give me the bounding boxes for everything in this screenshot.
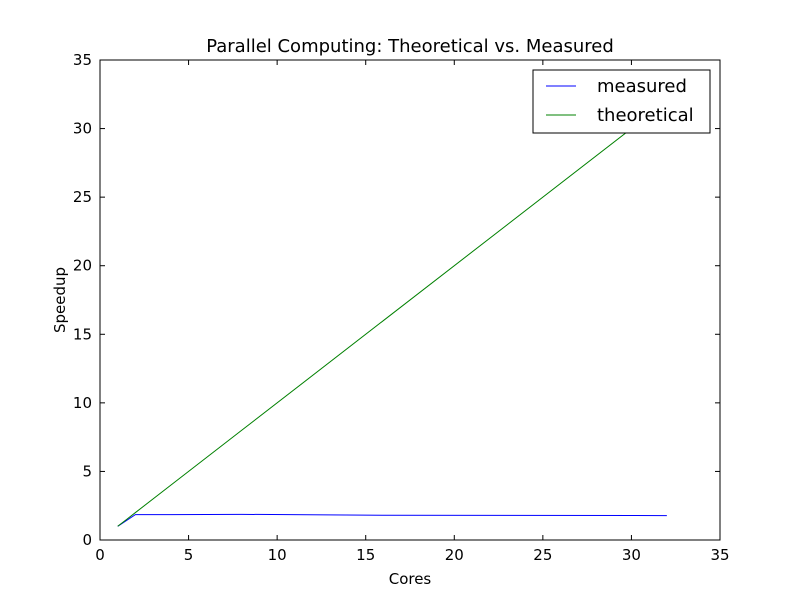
y-tick-label: 5 [82,462,92,480]
x-tick-label: 5 [184,546,194,564]
x-tick-label: 15 [356,546,375,564]
y-axis-label: Speedup [51,267,69,333]
y-tick-label: 25 [73,188,92,206]
chart-title: Parallel Computing: Theoretical vs. Meas… [206,36,614,57]
legend-label-measured: measured [597,76,687,97]
x-tick-label: 25 [533,546,552,564]
x-tick-label: 35 [710,546,729,564]
series-line-measured [117,513,667,527]
y-tick-label: 30 [73,120,92,138]
plot-frame [99,59,721,541]
y-tick-label: 0 [82,531,92,549]
series-line-theoretical [117,100,668,527]
y-tick-label: 35 [73,51,92,69]
y-tick-label: 20 [73,257,92,275]
x-tick-label: 0 [95,546,105,564]
legend: measured theoretical [532,69,711,134]
ticks-layer: 0 5 10 15 20 25 30 35 0 5 10 15 20 25 30 35 [73,51,730,564]
series-layer [117,100,668,527]
y-tick-label: 10 [73,394,92,412]
x-tick-label: 10 [268,546,287,564]
x-tick-label: 20 [445,546,464,564]
x-tick-label: 30 [622,546,641,564]
legend-label-theoretical: theoretical [597,105,694,126]
y-tick-label: 15 [73,325,92,343]
legend-box [532,69,711,134]
x-axis-label: Cores [389,570,432,588]
